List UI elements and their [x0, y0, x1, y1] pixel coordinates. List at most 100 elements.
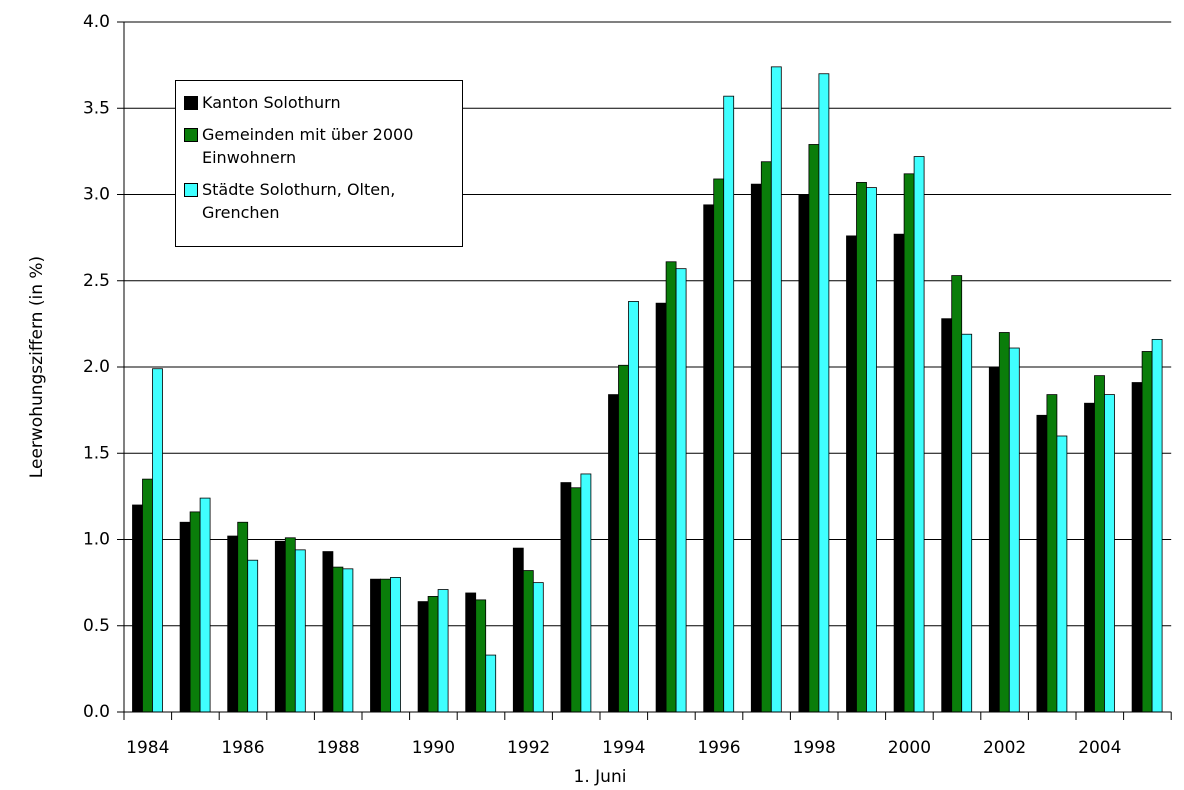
bar	[370, 578, 381, 713]
bar	[199, 497, 211, 713]
bar	[655, 302, 667, 713]
bar	[475, 599, 487, 713]
bar	[665, 261, 677, 713]
legend-entry: Kanton Solothurn	[184, 91, 454, 114]
bar	[342, 568, 354, 713]
bar	[1056, 435, 1068, 713]
bar	[189, 511, 201, 713]
bar	[770, 66, 782, 713]
bar	[1036, 414, 1048, 713]
bar	[988, 366, 1000, 713]
y-tick-label: 0.0	[83, 702, 110, 722]
bar	[893, 233, 905, 713]
bar	[465, 592, 477, 713]
bar	[522, 570, 534, 713]
x-tick-label: 1986	[221, 738, 264, 758]
bar	[846, 235, 857, 713]
legend-entry: Gemeinden mit über 2000 Einwohnern	[184, 123, 454, 169]
bar	[998, 332, 1010, 713]
x-tick-label: 1984	[126, 738, 169, 758]
bar	[294, 549, 306, 713]
bar	[760, 161, 772, 713]
y-tick-label: 3.5	[83, 98, 110, 118]
x-tick-label: 1992	[507, 738, 550, 758]
bar	[390, 577, 401, 713]
x-tick-label: 1994	[602, 738, 645, 758]
bar	[1008, 347, 1020, 713]
bar	[608, 394, 619, 713]
bar	[237, 521, 249, 713]
bar	[713, 178, 725, 713]
y-tick-label: 2.5	[83, 271, 110, 291]
x-tick-label: 2004	[1078, 738, 1121, 758]
legend-swatch	[184, 183, 198, 197]
bar	[1104, 394, 1115, 713]
bar	[512, 547, 524, 713]
y-tick-label: 3.0	[83, 185, 110, 205]
y-tick-label: 0.5	[83, 616, 110, 636]
bar	[675, 268, 687, 713]
bar	[628, 301, 639, 713]
bar	[961, 333, 973, 713]
bar	[1046, 394, 1058, 713]
bar	[247, 559, 259, 713]
bar	[227, 535, 239, 713]
bar	[179, 521, 191, 713]
bar	[332, 566, 344, 713]
bar	[798, 194, 810, 713]
legend-label: Städte Solothurn, Olten, Grenchen	[202, 180, 396, 222]
bar	[941, 318, 953, 713]
y-tick-label: 1.0	[83, 530, 110, 550]
legend-entry: Städte Solothurn, Olten, Grenchen	[184, 178, 454, 224]
x-tick-label: 1988	[317, 738, 360, 758]
bar	[1151, 338, 1163, 713]
legend-label: Kanton Solothurn	[202, 93, 341, 112]
legend: Kanton Solothurn Gemeinden mit über 2000 …	[175, 80, 463, 247]
bar	[152, 368, 163, 713]
x-tick-label: 2002	[983, 738, 1026, 758]
bar	[1094, 375, 1105, 713]
bar	[427, 596, 439, 713]
bar	[723, 95, 735, 713]
x-tick-label: 2000	[888, 738, 931, 758]
bar	[1084, 402, 1095, 713]
bar	[284, 537, 296, 713]
x-axis-label: 1. Juni	[574, 767, 627, 787]
bar	[560, 482, 572, 713]
y-tick-label: 1.5	[83, 443, 110, 463]
bar	[485, 654, 497, 713]
y-tick-label: 4.0	[83, 12, 110, 32]
bar	[580, 473, 592, 713]
bar	[750, 183, 762, 713]
x-tick-label: 1996	[697, 738, 740, 758]
x-tick-label: 1990	[412, 738, 455, 758]
legend-label: Gemeinden mit über 2000 Einwohnern	[202, 125, 414, 167]
bar	[142, 478, 153, 713]
bar	[856, 182, 867, 713]
y-tick-label: 2.0	[83, 357, 110, 377]
bar	[903, 173, 915, 713]
bar	[532, 582, 544, 713]
bar	[322, 551, 334, 713]
bar	[132, 504, 143, 713]
x-tick-label: 1998	[793, 738, 836, 758]
bar	[618, 364, 629, 713]
bar	[417, 601, 429, 713]
bar	[818, 73, 830, 713]
bar	[570, 487, 582, 713]
bar	[437, 589, 449, 713]
legend-swatch	[184, 128, 198, 142]
bar	[866, 187, 877, 713]
legend-swatch	[184, 96, 198, 110]
bar	[703, 204, 715, 713]
y-axis-label: Leerwohungsziffern (in %)	[27, 256, 47, 478]
bar	[951, 275, 963, 713]
bar	[913, 156, 925, 713]
bar	[274, 540, 286, 713]
bar	[808, 144, 820, 713]
bar	[1131, 382, 1143, 713]
bar	[1141, 351, 1153, 713]
bar	[380, 578, 391, 713]
